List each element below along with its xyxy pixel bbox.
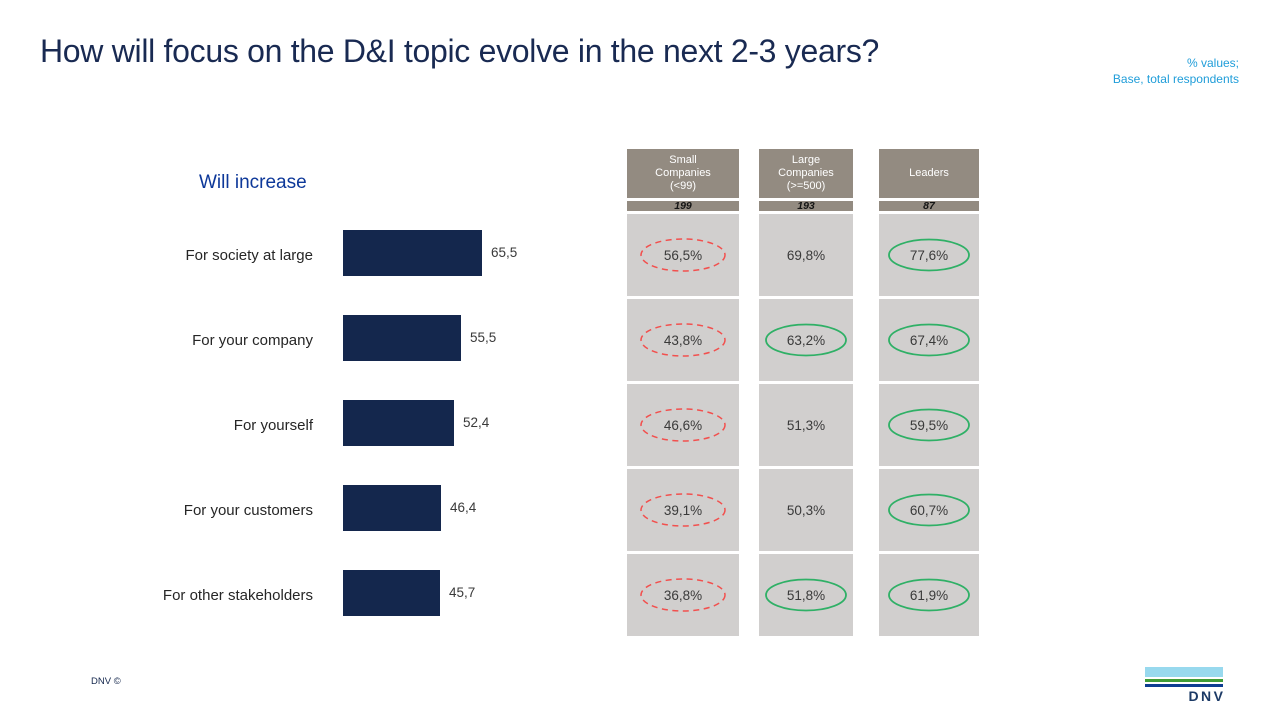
column-header: Small Companies (<99): [627, 149, 739, 198]
column-header-line: Companies: [655, 167, 711, 179]
cell-value: 67,4%: [909, 332, 949, 348]
highlight-ellipse-red: [640, 408, 726, 442]
cell-value: 51,8%: [786, 587, 826, 603]
highlight-ellipse-red: [640, 238, 726, 272]
bar-value-label: 45,7: [449, 585, 476, 600]
bar-value-label: 46,4: [450, 500, 477, 515]
highlight-ellipse-green: [888, 238, 970, 272]
cell-value: 69,8%: [786, 247, 826, 263]
highlight-ellipse-red: [640, 493, 726, 527]
cell-value: 59,5%: [909, 417, 949, 433]
logo-bar-blue: [1145, 684, 1223, 687]
column-header-line: Small: [669, 154, 697, 166]
category-label: For your company: [192, 331, 313, 349]
category-label: For society at large: [185, 246, 313, 264]
table-cell: 36,8%: [627, 554, 739, 636]
column-header-line: Companies: [778, 167, 834, 179]
column-header: Leaders: [879, 149, 979, 198]
bar-value-label: 52,4: [463, 415, 490, 430]
column-header-line: (<99): [670, 180, 696, 192]
bar: [343, 570, 440, 616]
bar: [343, 485, 441, 531]
cell-value: 39,1%: [663, 502, 703, 518]
annotation-line-2: Base, total respondents: [1112, 72, 1239, 86]
column-header-line: Leaders: [909, 167, 949, 179]
column-header: Large Companies (>=500): [759, 149, 853, 198]
highlight-ellipse-green: [888, 323, 970, 357]
logo-bar-sky: [1145, 667, 1223, 677]
bar: [343, 400, 454, 446]
category-label: For your customers: [183, 501, 313, 519]
cell-value: 77,6%: [909, 247, 949, 263]
cell-value: 63,2%: [786, 332, 826, 348]
bar: [343, 230, 482, 276]
bar-value-label: 65,5: [491, 245, 518, 260]
highlight-ellipse-green: [765, 578, 847, 612]
chart-title: Will increase: [199, 172, 307, 193]
bar-value-label: 55,5: [470, 330, 497, 345]
table-cell: 61,9%: [879, 554, 979, 636]
table-cell: 67,4%: [879, 299, 979, 381]
annotation-line-1: % values;: [1186, 56, 1239, 70]
table-cell: 51,3%: [759, 384, 853, 466]
cell-value: 60,7%: [909, 502, 949, 518]
column-header-line: Large: [791, 154, 821, 166]
cell-value: 61,9%: [909, 587, 949, 603]
page-title: How will focus on the D&I topic evolve i…: [40, 33, 880, 69]
highlight-ellipse-green: [888, 408, 970, 442]
table-cell: 69,8%: [759, 214, 853, 296]
column-header-line: (>=500): [786, 180, 826, 192]
bar: [343, 315, 461, 361]
table-cell: 51,8%: [759, 554, 853, 636]
cell-value: 51,3%: [786, 417, 826, 433]
highlight-ellipse-red: [640, 578, 726, 612]
highlight-ellipse-green: [765, 323, 847, 357]
highlight-ellipse-green: [888, 493, 970, 527]
cell-value: 36,8%: [663, 587, 703, 603]
logo-text: DNV: [1188, 688, 1226, 704]
table-cell: 50,3%: [759, 469, 853, 551]
table-cell: 46,6%: [627, 384, 739, 466]
cell-value: 43,8%: [663, 332, 703, 348]
table-cell: 63,2%: [759, 299, 853, 381]
dnv-logo: DNV: [1145, 667, 1223, 704]
table-cell: 39,1%: [627, 469, 739, 551]
column-base-count: 193: [759, 201, 853, 211]
category-label: For yourself: [233, 416, 313, 434]
highlight-ellipse-green: [888, 578, 970, 612]
highlight-ellipse-red: [640, 323, 726, 357]
category-label: For other stakeholders: [162, 586, 313, 604]
cell-value: 46,6%: [663, 417, 703, 433]
table-cell: 59,5%: [879, 384, 979, 466]
logo-bar-green: [1145, 679, 1223, 682]
table-cell: 60,7%: [879, 469, 979, 551]
column-base-count: 87: [879, 201, 979, 211]
table-cell: 56,5%: [627, 214, 739, 296]
cell-value: 50,3%: [786, 502, 826, 518]
column-base-count: 199: [627, 201, 739, 211]
footer-copyright: DNV ©: [91, 676, 121, 687]
table-cell: 43,8%: [627, 299, 739, 381]
annotation-note: % values; Base, total respondents: [1113, 55, 1239, 87]
table-cell: 77,6%: [879, 214, 979, 296]
cell-value: 56,5%: [663, 247, 703, 263]
